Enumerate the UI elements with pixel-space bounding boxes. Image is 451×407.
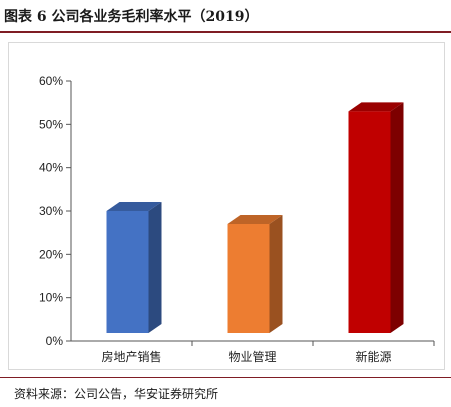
y-tick-label: 50% (39, 117, 63, 131)
x-tick-label: 新能源 (355, 349, 391, 364)
bar-side (390, 102, 404, 333)
y-tick-label: 0% (46, 334, 64, 348)
title-divider (0, 31, 451, 33)
bar-top (227, 215, 283, 224)
y-tick-label: 10% (39, 291, 63, 305)
bar-side (148, 202, 162, 333)
source-note: 资料来源：公司公告，华安证券研究所 (14, 387, 219, 401)
chart-panel: 0% 10% 20% 30% 40% 50% 60% 房地产销售 物业管理 新能源 (8, 42, 445, 370)
bar (227, 224, 270, 333)
y-tick-label: 30% (39, 204, 63, 218)
bar-top (106, 202, 162, 211)
source-divider (0, 377, 451, 378)
bar-side (269, 215, 283, 333)
bar-chart: 0% 10% 20% 30% 40% 50% 60% 房地产销售 物业管理 新能源 (39, 74, 435, 364)
figure-title: 图表 6 公司各业务毛利率水平（2019） (4, 9, 259, 25)
x-tick-label: 房地产销售 (101, 349, 161, 364)
bar-top (348, 102, 404, 112)
bar (348, 111, 391, 333)
x-tick-label: 物业管理 (228, 349, 276, 364)
y-tick-label: 20% (39, 247, 63, 261)
y-tick-label: 40% (39, 161, 63, 175)
bar (106, 211, 149, 333)
y-tick-label: 60% (39, 74, 63, 88)
